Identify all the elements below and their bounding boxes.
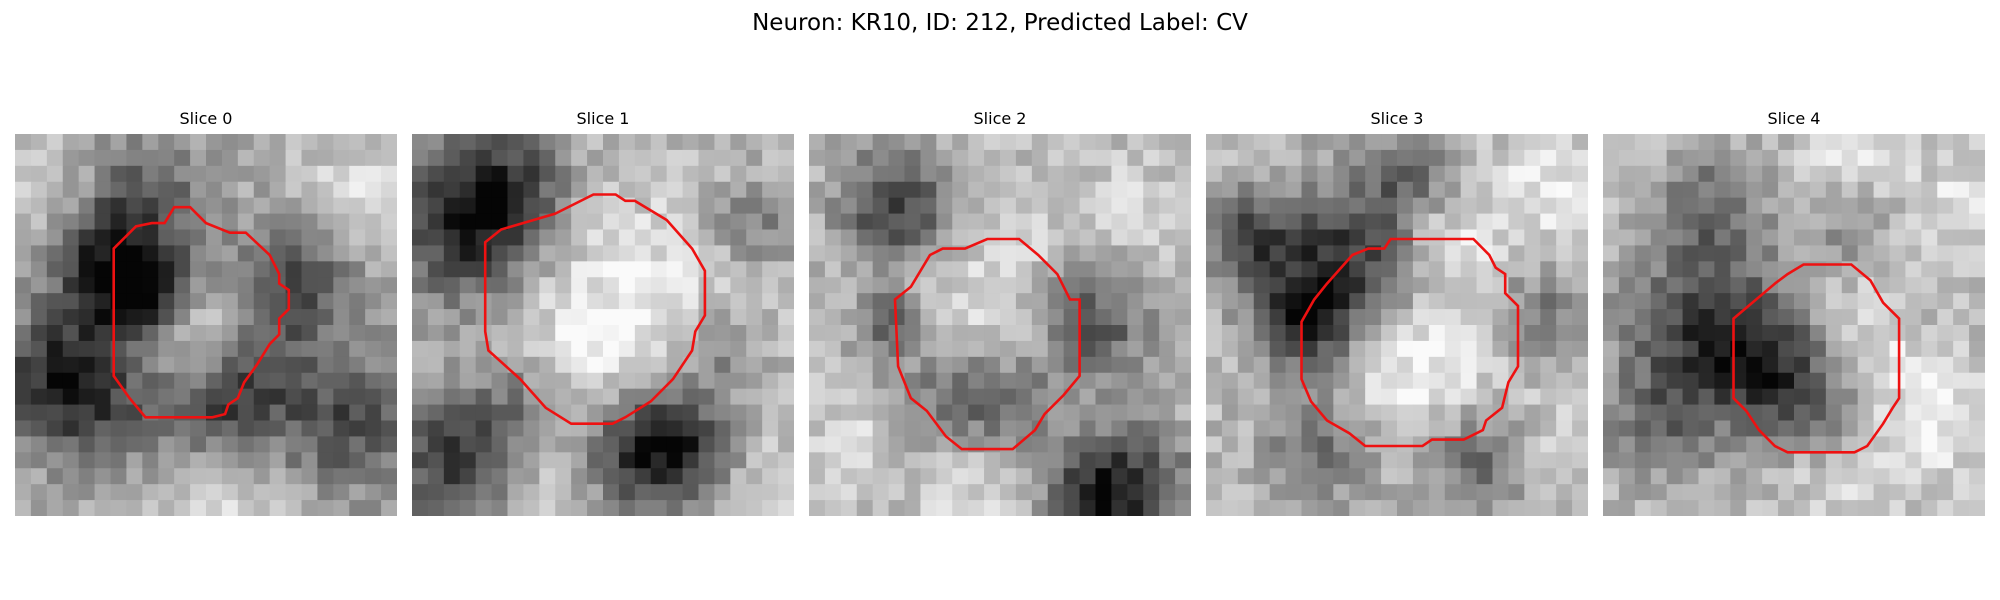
soma-contour-4 — [1732, 263, 1901, 454]
soma-contour-1 — [483, 193, 707, 426]
figure-title: Neuron: KR10, ID: 212, Predicted Label: … — [752, 10, 1248, 36]
soma-contour-2 — [893, 237, 1081, 451]
soma-contour-3 — [1300, 237, 1520, 448]
soma-contour-0 — [112, 205, 291, 419]
slice-image-2 — [809, 134, 1191, 516]
slice-image-1 — [412, 134, 794, 516]
slice-title-2: Slice 2 — [973, 109, 1027, 128]
slice-title-3: Slice 3 — [1370, 109, 1424, 128]
slice-image-4 — [1603, 134, 1985, 516]
slice-image-3 — [1206, 134, 1588, 516]
slice-title-1: Slice 1 — [576, 109, 630, 128]
slice-title-0: Slice 0 — [179, 109, 233, 128]
slice-image-0 — [15, 134, 397, 516]
slice-title-4: Slice 4 — [1767, 109, 1821, 128]
